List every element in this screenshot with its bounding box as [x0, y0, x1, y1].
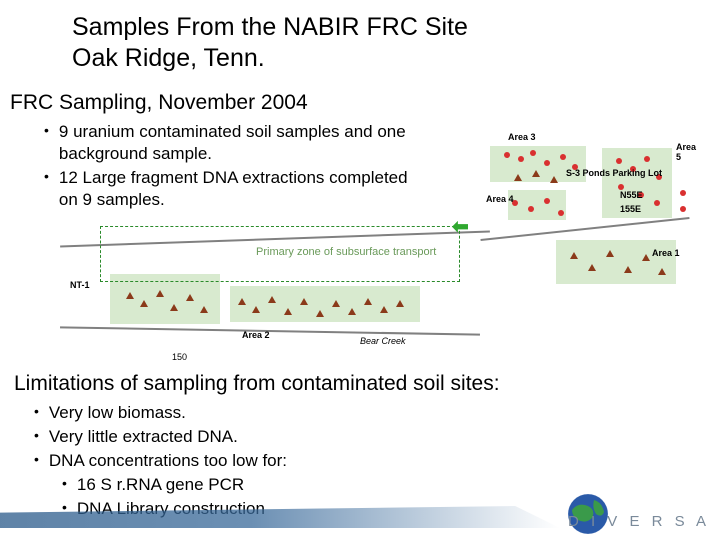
- map-dashed-zone: [100, 226, 460, 282]
- map-sample-triangle: [332, 300, 340, 307]
- map-sample-triangle: [140, 300, 148, 307]
- section1-bullets: • 9 uranium contaminated soil samples an…: [0, 119, 720, 215]
- bullet-dot-icon: •: [44, 167, 49, 187]
- map-sample-triangle: [624, 266, 632, 273]
- map-sample-triangle: [170, 304, 178, 311]
- map-label-area2: Area 2: [242, 330, 270, 340]
- bullet-item: • 9 uranium contaminated soil samples an…: [44, 121, 720, 165]
- bullet-dot-icon: •: [44, 121, 49, 141]
- bullet-text: Very little extracted DNA.: [49, 426, 238, 448]
- bullet-item: • 12 Large fragment DNA extractions comp…: [44, 167, 720, 211]
- title-line-2: Oak Ridge, Tenn.: [72, 43, 720, 74]
- bullet-text: Very low biomass.: [49, 402, 186, 424]
- map-sample-triangle: [570, 252, 578, 259]
- map-label-scale: 150: [172, 352, 187, 362]
- road-line: [480, 217, 689, 241]
- bullet-text: 9 uranium contaminated soil samples and …: [59, 121, 419, 165]
- footer-gradient: [0, 506, 560, 528]
- bullet-text: DNA concentrations too low for:: [49, 450, 287, 472]
- footer-bar: D I V E R S A: [0, 492, 720, 540]
- bullet-item: • DNA concentrations too low for:: [34, 450, 720, 472]
- bullet-dot-icon: •: [34, 426, 39, 446]
- bullet-text: 12 Large fragment DNA extractions comple…: [59, 167, 419, 211]
- section1-heading: FRC Sampling, November 2004: [0, 83, 720, 119]
- map-sample-triangle: [316, 310, 324, 317]
- map-sample-triangle: [300, 298, 308, 305]
- map-label-nt1: NT-1: [70, 280, 90, 290]
- map-label-area1: Area 1: [652, 248, 680, 258]
- subsurface-label: Primary zone of subsurface transport: [256, 246, 436, 258]
- map-sample-triangle: [588, 264, 596, 271]
- map-green-zone: [230, 286, 420, 322]
- map-sample-triangle: [658, 268, 666, 275]
- map-sample-triangle: [268, 296, 276, 303]
- slide-title: Samples From the NABIR FRC Site Oak Ridg…: [0, 0, 720, 83]
- map-sample-triangle: [348, 308, 356, 315]
- road-line: [60, 326, 480, 335]
- map-sample-triangle: [238, 298, 246, 305]
- map-sample-triangle: [396, 300, 404, 307]
- section2-heading: Limitations of sampling from contaminate…: [0, 372, 720, 402]
- bullet-item: • Very little extracted DNA.: [34, 426, 720, 448]
- map-green-zone: [110, 274, 220, 324]
- map-sample-triangle: [156, 290, 164, 297]
- map-sample-triangle: [642, 254, 650, 261]
- title-line-1: Samples From the NABIR FRC Site: [72, 12, 720, 43]
- road-line: [60, 230, 490, 247]
- map-sample-triangle: [200, 306, 208, 313]
- map-sample-triangle: [126, 292, 134, 299]
- bullet-dot-icon: •: [62, 474, 67, 494]
- map-green-zone: [556, 240, 676, 284]
- map-label-bearcreek: Bear Creek: [360, 336, 406, 346]
- bullet-dot-icon: •: [34, 402, 39, 422]
- map-sample-triangle: [186, 294, 194, 301]
- map-sample-triangle: [380, 306, 388, 313]
- map-sample-triangle: [364, 298, 372, 305]
- map-sample-triangle: [252, 306, 260, 313]
- map-sample-triangle: [606, 250, 614, 257]
- green-arrow-icon: ⬅: [452, 214, 469, 239]
- bullet-dot-icon: •: [34, 450, 39, 470]
- brand-text: D I V E R S A: [568, 513, 710, 530]
- map-sample-triangle: [284, 308, 292, 315]
- bullet-item: • Very low biomass.: [34, 402, 720, 424]
